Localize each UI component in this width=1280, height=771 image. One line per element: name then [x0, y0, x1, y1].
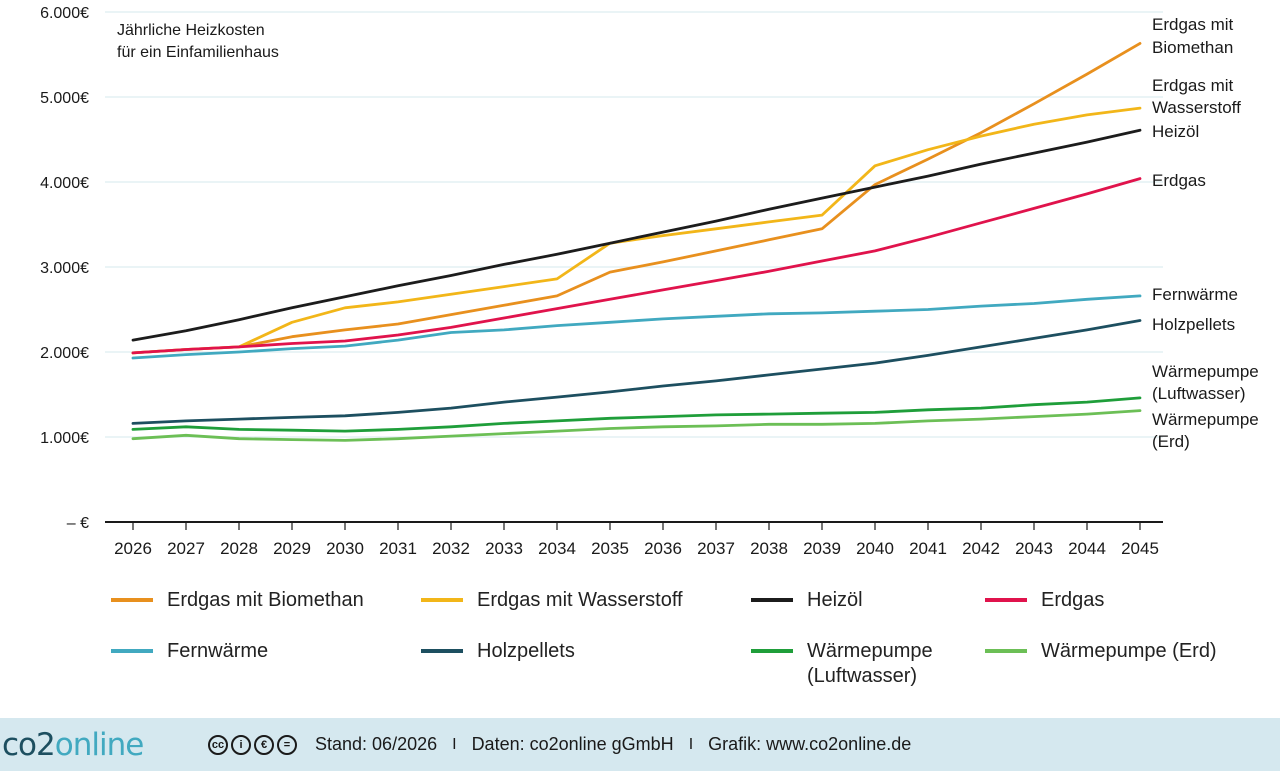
footer: co2online cc i € = Stand: 06/2026 I Date… [0, 718, 1280, 771]
series-end-label: Erdgas mit [1152, 15, 1234, 34]
x-tick-label: 2037 [697, 539, 735, 558]
series-end-labels: Erdgas mit Biomethan Erdgas mit Wasserstoff… [1152, 15, 1259, 451]
y-axis-ticks: – € 1.000€ 2.000€ 3.000€ 4.000€ 5.000€ 6.000€ [40, 5, 89, 532]
series-end-label: (Luftwasser) [1152, 384, 1246, 403]
legend-swatch [111, 598, 153, 602]
stand-text: Stand: 06/2026 [315, 734, 438, 754]
legend: Erdgas mit Biomethan Erdgas mit Wassersto… [0, 578, 1280, 708]
legend-label: Wärmepumpe (Erd) [1041, 640, 1217, 662]
series-end-label: Erdgas mit [1152, 76, 1234, 95]
legend-item[interactable]: Holzpellets [421, 639, 575, 664]
x-tick-label: 2038 [750, 539, 788, 558]
series-end-label: Wasserstoff [1152, 98, 1241, 117]
x-tick-label: 2041 [909, 539, 947, 558]
y-tick-label: 2.000€ [40, 345, 89, 362]
brand-logo[interactable]: co2online [2, 727, 208, 763]
grafik-text[interactable]: Grafik: www.co2online.de [708, 734, 912, 754]
x-tick-label: 2032 [432, 539, 470, 558]
series-end-label: Wärmepumpe [1152, 362, 1259, 381]
x-tick-label: 2028 [220, 539, 258, 558]
legend-swatch [421, 649, 463, 653]
y-tick-label: – € [67, 515, 89, 532]
legend-item[interactable]: Erdgas mit Wasserstoff [421, 588, 683, 613]
legend-swatch [421, 598, 463, 602]
legend-item[interactable]: Heizöl [751, 588, 863, 613]
series-end-label: Wärmepumpe [1152, 410, 1259, 429]
x-tick-label: 2027 [167, 539, 205, 558]
x-axis-ticks: 2026 2027 2028 2029 2030 2031 2032 2033 2034 2035… [105, 521, 1163, 558]
legend-label: Erdgas [1041, 589, 1105, 611]
license-icons[interactable]: cc i € = [208, 734, 297, 755]
legend-label: Wärmepumpe (Luftwasser) [807, 640, 933, 687]
nc-icon: € [254, 734, 274, 755]
y-tick-label: 3.000€ [40, 260, 89, 277]
x-tick-label: 2035 [591, 539, 629, 558]
legend-item[interactable]: Erdgas mit Biomethan [111, 588, 364, 613]
annotation-line: Jährliche Heizkosten [117, 22, 265, 39]
series-end-label: Holzpellets [1152, 315, 1235, 334]
x-tick-label: 2039 [803, 539, 841, 558]
legend-label: Erdgas mit Biomethan [167, 589, 364, 611]
x-tick-label: 2031 [379, 539, 417, 558]
series-line [131, 294, 1142, 360]
legend-swatch [751, 649, 793, 653]
legend-item[interactable]: Fernwärme [111, 639, 268, 664]
daten-text: Daten: co2online gGmbH [471, 734, 674, 754]
series-line [131, 319, 1142, 425]
legend-swatch [111, 649, 153, 653]
brand-part2: online [54, 726, 145, 763]
legend-label: Erdgas mit Wasserstoff [477, 589, 683, 611]
series-line [131, 409, 1142, 442]
legend-swatch [985, 649, 1027, 653]
series-line [131, 396, 1142, 433]
legend-label: Fernwärme [167, 640, 269, 662]
grid-lines [105, 11, 1163, 438]
legend-label: Heizöl [807, 589, 863, 611]
by-icon: i [231, 734, 251, 755]
x-tick-label: 2033 [485, 539, 523, 558]
brand-part1: co2 [2, 726, 56, 763]
x-tick-label: 2044 [1068, 539, 1106, 558]
series-end-label: Erdgas [1152, 171, 1206, 190]
y-tick-label: 1.000€ [40, 430, 89, 447]
nd-icon: = [277, 734, 297, 755]
series-lines [131, 42, 1142, 442]
series-end-label: Fernwärme [1152, 285, 1238, 304]
series-line [131, 128, 1142, 342]
x-tick-label: 2034 [538, 539, 576, 558]
x-tick-label: 2040 [856, 539, 894, 558]
x-tick-label: 2026 [114, 539, 152, 558]
x-tick-label: 2030 [326, 539, 364, 558]
x-tick-label: 2043 [1015, 539, 1053, 558]
legend-item[interactable]: Wärmepumpe (Erd) [985, 639, 1217, 664]
legend-label: Holzpellets [477, 640, 575, 662]
series-end-label: Biomethan [1152, 38, 1233, 57]
series-end-label: Heizöl [1152, 122, 1199, 141]
series-line [131, 106, 1142, 355]
legend-item[interactable]: Erdgas [985, 588, 1104, 613]
y-tick-label: 4.000€ [40, 175, 89, 192]
x-tick-label: 2036 [644, 539, 682, 558]
annotation-line: für ein Einfamilienhaus [117, 44, 279, 61]
cc-icon: cc [208, 734, 228, 755]
legend-item[interactable]: Wärmepumpe (Luftwasser) [751, 639, 933, 689]
y-tick-label: 6.000€ [40, 5, 89, 22]
x-tick-label: 2045 [1121, 539, 1159, 558]
legend-swatch [985, 598, 1027, 602]
y-tick-label: 5.000€ [40, 90, 89, 107]
line-chart: – €1.000€2.000€3.000€4.000€5.000€6.000€ … [40, 5, 1259, 558]
x-tick-label: 2042 [962, 539, 1000, 558]
x-tick-label: 2029 [273, 539, 311, 558]
legend-swatch [751, 598, 793, 602]
chart-annotation: Jährliche Heizkosten für ein Einfamilienh… [117, 22, 279, 61]
separator-1: I [452, 735, 457, 753]
separator-2: I [688, 735, 694, 753]
series-line [131, 177, 1142, 355]
series-end-label: (Erd) [1152, 432, 1190, 451]
